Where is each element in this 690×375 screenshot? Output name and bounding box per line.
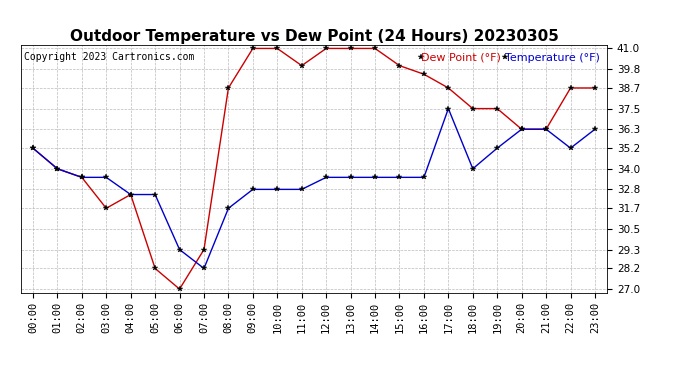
Temperature (°F) — [420, 175, 428, 180]
Temperature (°F) — [542, 127, 550, 132]
Temperature (°F) — [248, 187, 257, 192]
Text: Copyright 2023 Cartronics.com: Copyright 2023 Cartronics.com — [23, 53, 194, 62]
Line: Temperature (°F): Temperature (°F) — [30, 106, 598, 271]
Temperature (°F) — [469, 166, 477, 171]
Temperature (°F) — [371, 175, 380, 180]
Dew Point (°F) — [493, 106, 502, 111]
Dew Point (°F) — [346, 46, 355, 51]
Temperature (°F) — [395, 175, 404, 180]
Dew Point (°F) — [395, 63, 404, 68]
Temperature (°F) — [78, 175, 86, 180]
Line: Dew Point (°F): Dew Point (°F) — [30, 46, 598, 292]
Temperature (°F) — [346, 175, 355, 180]
Temperature (°F) — [444, 106, 453, 111]
Title: Outdoor Temperature vs Dew Point (24 Hours) 20230305: Outdoor Temperature vs Dew Point (24 Hou… — [70, 29, 558, 44]
Temperature (°F) — [322, 175, 331, 180]
Temperature (°F) — [151, 192, 159, 197]
Dew Point (°F) — [420, 72, 428, 76]
Temperature (°F) — [200, 266, 208, 271]
Dew Point (°F) — [224, 86, 233, 90]
Temperature (°F) — [493, 146, 502, 150]
Temperature (°F) — [53, 166, 61, 171]
Dew Point (°F) — [469, 106, 477, 111]
Dew Point (°F) — [444, 86, 453, 90]
Dew Point (°F) — [542, 127, 550, 132]
Temperature (°F) — [273, 187, 282, 192]
Dew Point (°F) — [322, 46, 331, 51]
Dew Point (°F) — [53, 166, 61, 171]
Temperature (°F) — [566, 146, 575, 150]
Dew Point (°F) — [151, 266, 159, 271]
Legend: Dew Point (°F), Temperature (°F): Dew Point (°F), Temperature (°F) — [419, 51, 602, 65]
Temperature (°F) — [175, 247, 184, 252]
Dew Point (°F) — [126, 192, 135, 197]
Dew Point (°F) — [29, 146, 37, 150]
Dew Point (°F) — [518, 127, 526, 132]
Dew Point (°F) — [175, 287, 184, 291]
Temperature (°F) — [126, 192, 135, 197]
Dew Point (°F) — [371, 46, 380, 51]
Temperature (°F) — [102, 175, 110, 180]
Dew Point (°F) — [273, 46, 282, 51]
Temperature (°F) — [297, 187, 306, 192]
Dew Point (°F) — [297, 63, 306, 68]
Dew Point (°F) — [78, 175, 86, 180]
Temperature (°F) — [518, 127, 526, 132]
Temperature (°F) — [591, 127, 599, 132]
Dew Point (°F) — [566, 86, 575, 90]
Dew Point (°F) — [591, 86, 599, 90]
Dew Point (°F) — [200, 247, 208, 252]
Temperature (°F) — [224, 206, 233, 210]
Dew Point (°F) — [248, 46, 257, 51]
Temperature (°F) — [29, 146, 37, 150]
Dew Point (°F) — [102, 206, 110, 210]
